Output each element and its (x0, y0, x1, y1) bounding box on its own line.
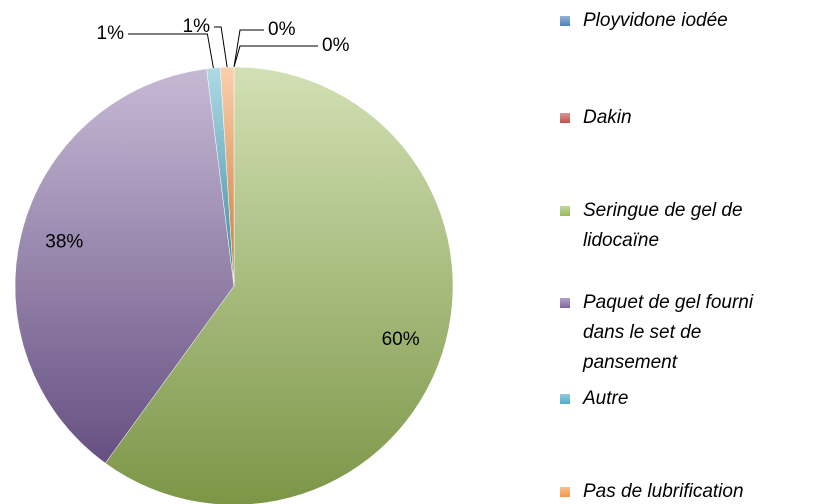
legend-label: Seringue de gel de lidocaïne (583, 200, 743, 251)
legend-item: Dakin (560, 103, 790, 133)
legend-swatch (560, 113, 570, 123)
legend-label: Paquet de gel fourni dans le set de pans… (583, 292, 754, 373)
legend-item: Ployvidone iodée (560, 6, 790, 36)
legend-swatch (560, 16, 570, 26)
data-label: 1% (97, 23, 125, 44)
legend-swatch (560, 394, 570, 404)
data-label: 38% (45, 231, 83, 252)
legend-item: Pas de lubrification (560, 477, 790, 504)
legend-item: Seringue de gel de lidocaïne (560, 196, 790, 256)
legend-label: Ployvidone iodée (583, 10, 728, 31)
legend-label: Autre (583, 388, 629, 409)
legend-label: Dakin (583, 107, 632, 128)
leader-line (128, 33, 214, 69)
data-label: 0% (322, 35, 350, 56)
legend-swatch (560, 298, 570, 308)
legend-item: Autre (560, 384, 790, 414)
data-label: 0% (268, 19, 296, 40)
data-label: 60% (382, 329, 420, 350)
leader-line (214, 26, 228, 68)
pie-slice (104, 66, 454, 504)
leader-line (233, 45, 318, 68)
legend-swatch (560, 206, 570, 216)
legend-item: Paquet de gel fourni dans le set de pans… (560, 288, 790, 378)
leader-line (233, 29, 264, 68)
data-label: 1% (183, 16, 211, 37)
legend-label: Pas de lubrification (583, 481, 744, 502)
legend-swatch (560, 487, 570, 497)
pie-slice (14, 68, 235, 464)
